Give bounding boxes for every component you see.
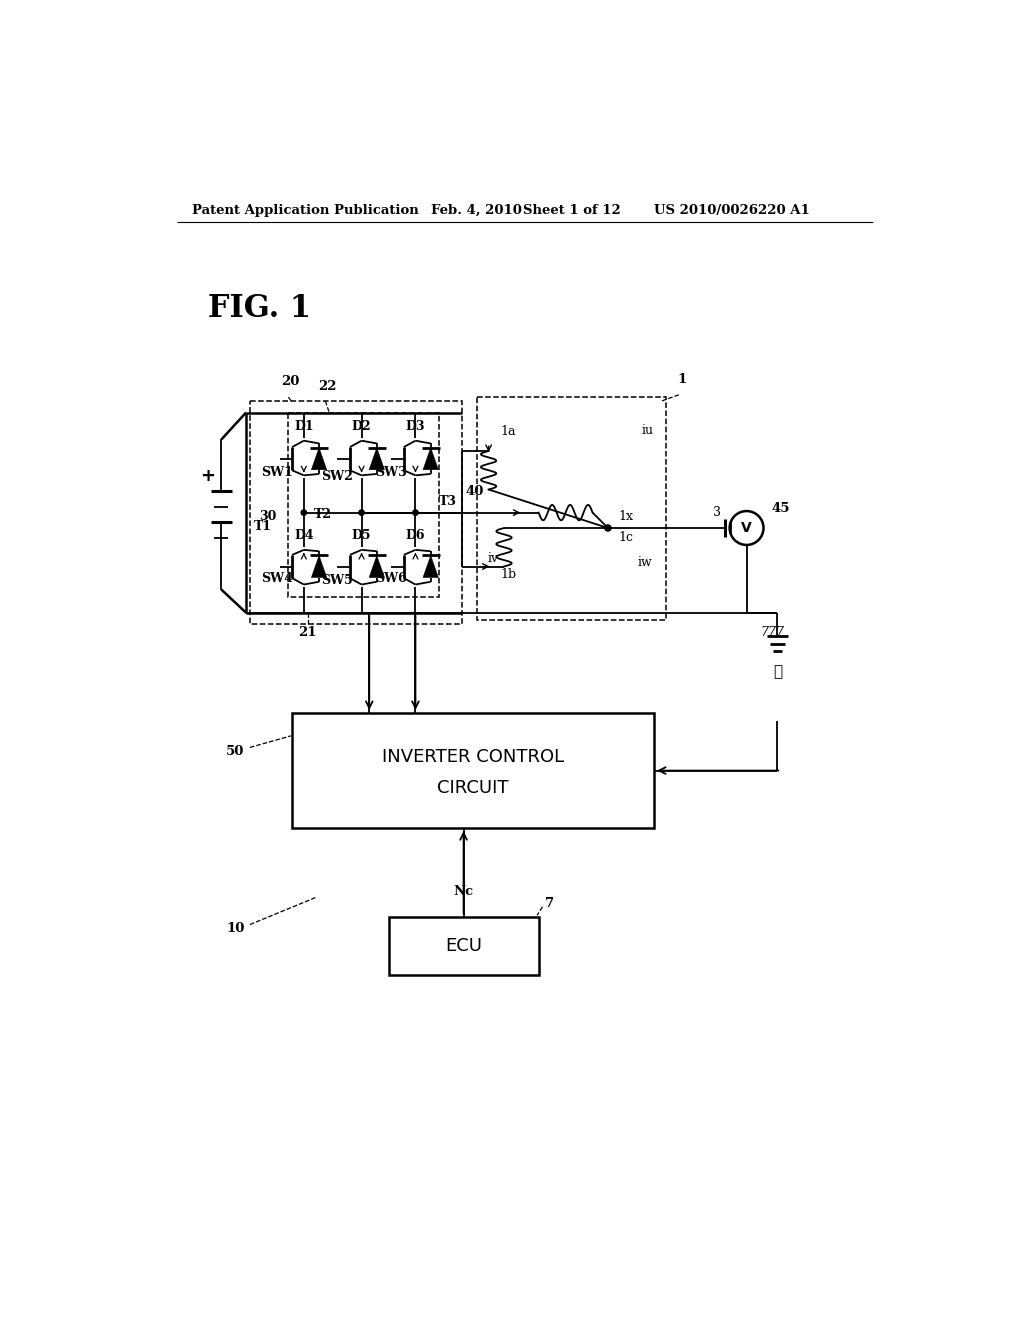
Text: 22: 22 (317, 380, 336, 393)
Bar (292, 713, 654, 829)
Text: 1c: 1c (617, 531, 633, 544)
Text: Patent Application Publication: Patent Application Publication (193, 205, 419, 218)
Polygon shape (423, 556, 438, 578)
Text: iu: iu (641, 424, 653, 437)
Text: 21: 21 (298, 626, 316, 639)
Text: US 2010/0026220 A1: US 2010/0026220 A1 (654, 205, 810, 218)
Bar (289, 412, 438, 597)
Text: iw: iw (637, 556, 652, 569)
Text: 1b: 1b (500, 568, 516, 581)
Text: Feb. 4, 2010: Feb. 4, 2010 (431, 205, 522, 218)
Text: 1: 1 (677, 372, 686, 385)
Text: CIRCUIT: CIRCUIT (437, 779, 509, 797)
Circle shape (301, 510, 306, 515)
Text: 1a: 1a (500, 425, 516, 438)
Text: SW1: SW1 (261, 466, 293, 479)
Text: 10: 10 (226, 921, 245, 935)
Text: D5: D5 (352, 529, 372, 543)
Text: V: V (741, 521, 752, 535)
Text: +: + (200, 467, 215, 484)
Text: FIG. 1: FIG. 1 (208, 293, 310, 323)
Text: SW2: SW2 (321, 470, 353, 483)
Bar (250, 401, 462, 624)
Text: SW4: SW4 (261, 572, 293, 585)
Text: 30: 30 (259, 510, 276, 523)
Text: 1x: 1x (617, 510, 633, 523)
Text: ⿿: ⿿ (773, 665, 782, 678)
Text: 777: 777 (761, 626, 784, 639)
Circle shape (413, 510, 418, 515)
Text: 7: 7 (545, 898, 554, 911)
Text: iv: iv (487, 552, 499, 565)
Text: T3: T3 (439, 495, 457, 508)
Circle shape (605, 525, 611, 531)
Text: 40: 40 (466, 484, 484, 498)
Text: D4: D4 (294, 529, 313, 543)
Text: SW6: SW6 (375, 572, 407, 585)
Text: ECU: ECU (445, 937, 482, 954)
Polygon shape (423, 447, 438, 470)
Bar (477, 397, 666, 620)
Text: Nc: Nc (454, 884, 473, 898)
Circle shape (358, 510, 365, 515)
Text: D1: D1 (294, 420, 313, 433)
Polygon shape (369, 556, 385, 578)
Text: D2: D2 (352, 420, 372, 433)
Text: SW5: SW5 (322, 574, 353, 587)
Text: INVERTER CONTROL: INVERTER CONTROL (382, 747, 564, 766)
Text: SW3: SW3 (375, 466, 407, 479)
Text: 3: 3 (714, 506, 722, 519)
Bar (388, 917, 539, 974)
Text: D3: D3 (406, 420, 425, 433)
Text: T2: T2 (314, 508, 332, 520)
Text: 45: 45 (772, 502, 791, 515)
Text: 20: 20 (281, 375, 299, 388)
Text: D6: D6 (406, 529, 425, 543)
Polygon shape (311, 556, 327, 578)
Text: T1: T1 (254, 520, 272, 533)
Text: Sheet 1 of 12: Sheet 1 of 12 (523, 205, 621, 218)
Polygon shape (311, 447, 327, 470)
Text: 50: 50 (226, 744, 245, 758)
Polygon shape (369, 447, 385, 470)
